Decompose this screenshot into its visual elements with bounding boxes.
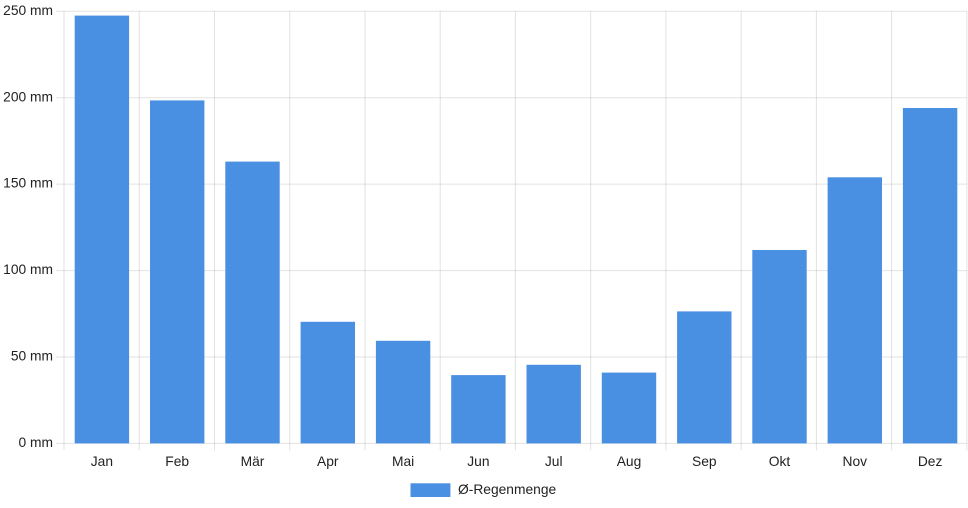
svg-text:150 mm: 150 mm (3, 176, 53, 191)
svg-text:Jan: Jan (91, 454, 113, 469)
svg-text:Jul: Jul (545, 454, 563, 469)
svg-text:Sep: Sep (692, 454, 717, 469)
svg-text:Aug: Aug (617, 454, 642, 469)
svg-text:250 mm: 250 mm (3, 3, 53, 18)
svg-text:Mai: Mai (392, 454, 414, 469)
svg-text:Apr: Apr (317, 454, 339, 469)
svg-text:200 mm: 200 mm (3, 89, 53, 104)
svg-text:Dez: Dez (918, 454, 943, 469)
svg-text:Jun: Jun (467, 454, 489, 469)
svg-text:Feb: Feb (165, 454, 189, 469)
svg-text:Nov: Nov (843, 454, 868, 469)
svg-text:0 mm: 0 mm (19, 435, 54, 450)
svg-text:Ø-Regenmenge: Ø-Regenmenge (458, 482, 556, 497)
svg-text:100 mm: 100 mm (3, 262, 53, 277)
svg-text:50 mm: 50 mm (11, 349, 53, 364)
svg-text:Okt: Okt (769, 454, 791, 469)
svg-text:Mär: Mär (241, 454, 265, 469)
